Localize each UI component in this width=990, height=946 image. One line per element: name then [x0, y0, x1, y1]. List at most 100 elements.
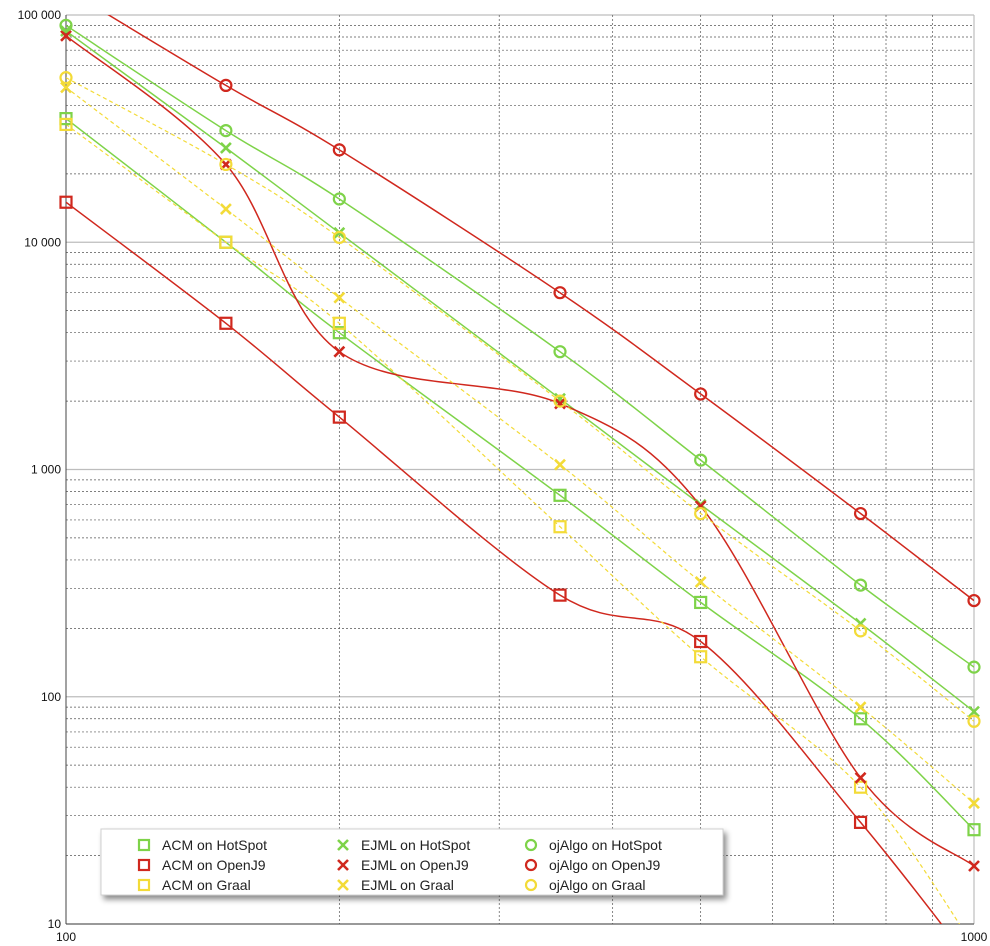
series-line-acm-on-openj9	[66, 201, 943, 924]
data-point-acm-on-graal	[553, 520, 567, 534]
marker-stroke	[554, 458, 566, 471]
x-tick-label: 1000	[961, 930, 988, 944]
marker-stroke	[60, 81, 72, 94]
data-point-ejml-on-graal	[854, 701, 867, 714]
legend-entry-acm-on-hotspot: ACM on HotSpot	[137, 837, 267, 853]
data-point-ojalgo-on-openj9	[694, 387, 708, 401]
series-line-ejml-on-openj9	[66, 35, 974, 867]
legend-entry-ojalgo-on-graal: ojAlgo on Graal	[524, 877, 646, 893]
series-line-ojalgo-on-hotspot	[66, 24, 974, 668]
legend-marker	[524, 838, 538, 852]
legend-label: EJML on Graal	[361, 877, 454, 893]
data-point-ejml-on-openj9	[854, 771, 867, 784]
y-tick-label: 10	[48, 917, 62, 931]
data-point-acm-on-hotspot	[694, 595, 708, 610]
data-point-ojalgo-on-graal	[967, 714, 981, 728]
marker-stroke	[219, 203, 232, 215]
legend-marker	[337, 859, 349, 871]
legend-marker	[137, 838, 151, 852]
data-point-ojalgo-on-hotspot	[332, 192, 346, 206]
marker-stroke	[333, 291, 346, 304]
data-point-acm-on-graal	[853, 780, 868, 794]
y-tick-label: 1 000	[31, 463, 61, 477]
legend-label: ACM on Graal	[162, 877, 251, 893]
data-point-ojalgo-on-graal	[853, 624, 868, 638]
y-tick-label: 10 000	[24, 235, 61, 249]
legend-label: ACM on HotSpot	[162, 837, 267, 853]
marker-stroke	[333, 345, 346, 358]
legend-entry-ejml-on-hotspot: EJML on HotSpot	[337, 837, 470, 853]
marker-stroke	[337, 879, 349, 891]
gridlines	[65, 14, 975, 925]
legend-marker	[137, 858, 151, 872]
marker-stroke	[60, 29, 72, 42]
data-point-ejml-on-openj9	[60, 29, 72, 42]
data-point-ejml-on-graal	[554, 458, 566, 471]
legend-marker	[524, 878, 538, 892]
data-point-ejml-on-graal	[968, 797, 980, 810]
data-point-ojalgo-on-openj9	[219, 78, 233, 93]
legend: ACM on HotSpot ACM on OpenJ9 ACM on Graal E…	[100, 828, 724, 896]
marker-stroke	[554, 397, 566, 410]
data-point-acm-on-openj9	[332, 410, 346, 424]
data-point-ejml-on-hotspot	[219, 142, 232, 154]
data-point-acm-on-graal	[332, 316, 346, 330]
legend-entry-ojalgo-on-openj9: ojAlgo on OpenJ9	[524, 857, 661, 873]
data-point-acm-on-openj9	[694, 634, 708, 649]
data-point-ojalgo-on-graal	[553, 394, 567, 408]
legend-entry-acm-on-graal: ACM on Graal	[137, 877, 251, 893]
x-tick-label: 100	[56, 930, 76, 944]
legend-marker	[524, 858, 538, 872]
marker-stroke	[968, 797, 980, 810]
legend-marker	[137, 878, 151, 892]
data-point-acm-on-hotspot	[853, 712, 868, 726]
marker-stroke	[219, 142, 232, 154]
data-point-ejml-on-openj9	[333, 345, 346, 358]
data-point-ojalgo-on-graal	[332, 230, 346, 245]
data-point-ejml-on-openj9	[554, 397, 566, 410]
legend-label: ojAlgo on HotSpot	[549, 837, 662, 853]
data-point-ojalgo-on-openj9	[967, 593, 981, 608]
marker-stroke	[854, 701, 867, 714]
data-point-acm-on-graal	[694, 650, 708, 664]
data-point-ojalgo-on-hotspot	[553, 345, 567, 359]
data-point-ojalgo-on-graal	[219, 157, 233, 172]
data-point-acm-on-hotspot	[553, 488, 567, 502]
legend-entry-ojalgo-on-hotspot: ojAlgo on HotSpot	[524, 837, 662, 853]
data-point-ejml-on-graal	[694, 576, 707, 588]
series-line-ojalgo-on-graal	[66, 77, 974, 722]
marker-stroke	[968, 705, 980, 718]
data-point-ojalgo-on-openj9	[553, 286, 567, 300]
legend-box	[100, 828, 724, 896]
data-point-ejml-on-graal	[333, 291, 346, 304]
data-point-ojalgo-on-hotspot	[853, 578, 868, 592]
series-line-ojalgo-on-openj9	[107, 15, 974, 602]
data-point-ojalgo-on-graal	[59, 71, 73, 85]
data-point-ojalgo-on-graal	[694, 506, 708, 521]
legend-label: ACM on OpenJ9	[162, 857, 266, 873]
data-point-acm-on-hotspot	[332, 326, 346, 340]
marker-stroke	[854, 771, 867, 784]
data-point-ojalgo-on-hotspot	[219, 123, 233, 138]
marker-stroke	[968, 860, 980, 872]
data-point-ojalgo-on-openj9	[332, 143, 346, 157]
legend-label: EJML on HotSpot	[361, 837, 470, 853]
data-point-acm-on-openj9	[219, 316, 233, 330]
series-line-acm-on-graal	[66, 123, 961, 924]
data-point-ejml-on-openj9	[968, 860, 980, 872]
data-point-acm-on-hotspot	[967, 823, 981, 837]
marker-stroke	[337, 839, 349, 851]
legend-marker	[337, 839, 349, 851]
legend-marker	[337, 879, 349, 891]
legend-label: EJML on OpenJ9	[361, 857, 469, 873]
data-point-acm-on-openj9	[59, 195, 73, 209]
legend-entry-ejml-on-openj9: EJML on OpenJ9	[337, 857, 469, 873]
legend-entry-acm-on-openj9: ACM on OpenJ9	[137, 857, 266, 873]
data-point-acm-on-openj9	[553, 588, 567, 602]
legend-label: ojAlgo on Graal	[549, 877, 646, 893]
y-tick-label: 100	[41, 690, 61, 704]
marker-stroke	[694, 576, 707, 588]
data-point-acm-on-openj9	[853, 815, 868, 829]
